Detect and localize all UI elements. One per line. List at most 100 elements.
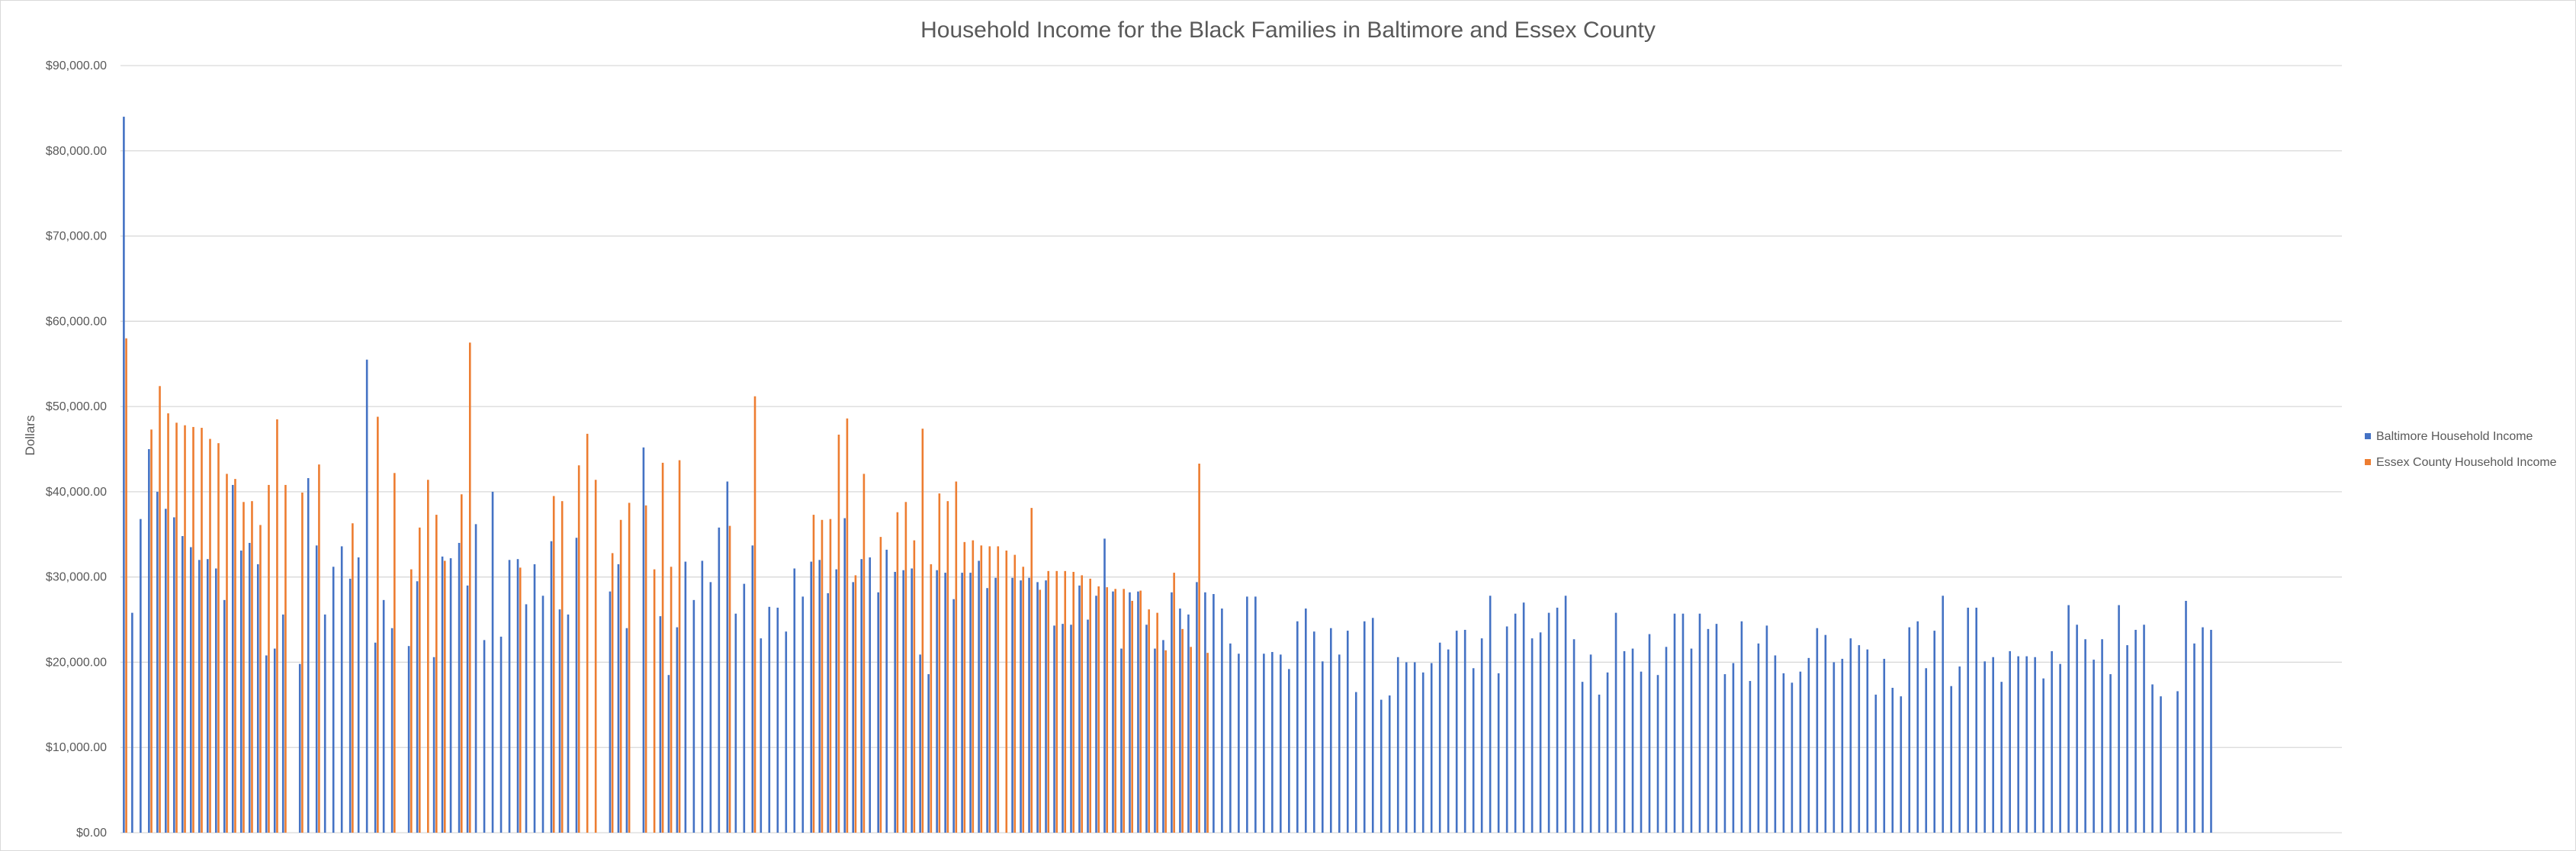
bar-essex xyxy=(821,519,824,833)
bar-baltimore xyxy=(961,573,963,833)
bar-essex xyxy=(846,418,849,833)
bar-baltimore xyxy=(1564,596,1567,833)
bar-essex xyxy=(460,494,463,833)
bar-baltimore xyxy=(1656,675,1659,833)
bar-baltimore xyxy=(1589,654,1592,833)
bar-baltimore xyxy=(181,536,184,833)
bar-baltimore xyxy=(148,449,150,833)
bar-baltimore xyxy=(1413,662,1416,833)
bar-baltimore xyxy=(323,614,326,833)
bar-essex xyxy=(150,429,153,833)
bar-baltimore xyxy=(1455,631,1458,833)
bar-baltimore xyxy=(1967,607,1970,833)
bar-baltimore xyxy=(390,628,393,833)
bar-baltimore xyxy=(1036,582,1039,833)
bar-essex xyxy=(1131,600,1133,833)
bar-baltimore xyxy=(483,640,486,833)
legend-swatch-essex xyxy=(2365,459,2371,465)
bar-baltimore xyxy=(474,524,477,833)
bar-baltimore xyxy=(642,447,645,833)
bar-baltimore xyxy=(1765,625,1768,833)
bar-essex xyxy=(184,425,186,833)
bar-baltimore xyxy=(843,518,846,833)
bar-baltimore xyxy=(768,606,771,833)
bar-baltimore xyxy=(1011,577,1013,833)
bar-baltimore xyxy=(2109,674,2112,833)
bar-baltimore xyxy=(1271,652,1274,833)
bar-essex xyxy=(243,502,245,833)
bar-baltimore xyxy=(1480,638,1483,833)
bar-baltimore xyxy=(659,616,662,833)
chart-title: Household Income for the Black Families … xyxy=(920,18,1656,43)
bar-baltimore xyxy=(969,573,972,833)
bar-baltimore xyxy=(1707,628,1710,833)
bar-baltimore xyxy=(1866,649,1869,833)
bar-baltimore xyxy=(1572,639,1575,833)
bar-essex xyxy=(201,428,203,833)
bar-essex xyxy=(628,503,631,833)
bar-essex xyxy=(1097,586,1100,833)
bar-essex xyxy=(653,569,656,833)
bar-baltimore xyxy=(173,517,175,833)
bar-baltimore xyxy=(165,509,167,833)
bar-essex xyxy=(1022,567,1025,833)
bar-baltimore xyxy=(1028,577,1030,833)
bar-baltimore xyxy=(1942,596,1945,833)
bar-baltimore xyxy=(416,581,419,833)
y-tick-label: $30,000.00 xyxy=(46,571,107,584)
bar-essex xyxy=(192,426,194,833)
bar-baltimore xyxy=(827,592,830,833)
bar-baltimore xyxy=(1531,638,1534,833)
bar-baltimore xyxy=(1447,649,1450,833)
bar-baltimore xyxy=(1891,687,1894,833)
y-axis-ticks: $0.00 $10,000.00 $20,000.00 $30,000.00 $40,0… xyxy=(46,59,107,840)
y-tick-label: $0.00 xyxy=(76,827,107,840)
bar-baltimore xyxy=(1062,624,1064,833)
bar-baltimore xyxy=(357,557,360,833)
bar-baltimore xyxy=(1858,645,1861,833)
bar-essex xyxy=(854,575,857,833)
bar-essex xyxy=(251,501,253,833)
bar-baltimore xyxy=(1673,613,1676,833)
bar-baltimore xyxy=(709,582,712,833)
bar-essex xyxy=(1055,570,1058,833)
bar-baltimore xyxy=(1187,614,1190,833)
bar-baltimore xyxy=(1698,613,1701,833)
bar-baltimore xyxy=(1213,594,1215,833)
bar-baltimore xyxy=(2118,605,2120,833)
bar-baltimore xyxy=(499,636,503,833)
bar-baltimore xyxy=(1070,625,1072,833)
bars xyxy=(123,117,2212,833)
bar-baltimore xyxy=(1129,592,1131,833)
bar-baltimore xyxy=(734,613,737,833)
bar-baltimore xyxy=(1346,631,1349,833)
bar-baltimore xyxy=(1305,609,1307,833)
bar-essex xyxy=(217,443,220,833)
bar-baltimore xyxy=(449,558,452,833)
bar-baltimore xyxy=(231,484,234,833)
bar-baltimore xyxy=(2202,627,2204,833)
bar-baltimore xyxy=(190,547,192,833)
bar-baltimore xyxy=(198,560,201,833)
bar-baltimore xyxy=(1204,592,1206,833)
bar-baltimore xyxy=(1958,666,1961,833)
y-axis-label: Dollars xyxy=(23,416,37,456)
bar-baltimore xyxy=(2176,691,2179,833)
bar-baltimore xyxy=(2009,650,2011,833)
bar-baltimore xyxy=(1665,647,1668,833)
bar-essex xyxy=(352,523,354,833)
bar-baltimore xyxy=(1547,612,1550,833)
bar-essex xyxy=(159,386,161,833)
bar-baltimore xyxy=(248,542,251,833)
bar-baltimore xyxy=(1791,682,1794,833)
bar-baltimore xyxy=(944,573,946,833)
bar-baltimore xyxy=(382,599,385,833)
bar-baltimore xyxy=(852,582,855,833)
bar-baltimore xyxy=(315,545,318,833)
bar-essex xyxy=(946,501,949,833)
bar-baltimore xyxy=(1438,642,1441,833)
bar-essex xyxy=(577,465,580,833)
bar-baltimore xyxy=(1849,638,1852,833)
bar-baltimore xyxy=(516,559,519,833)
bar-baltimore xyxy=(1103,538,1106,833)
